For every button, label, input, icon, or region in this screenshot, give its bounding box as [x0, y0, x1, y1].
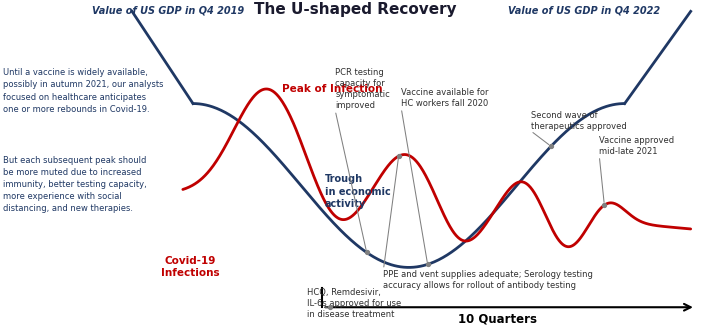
Text: Covid-19
Infections: Covid-19 Infections [161, 256, 220, 279]
Text: The U-shaped Recovery: The U-shaped Recovery [255, 2, 456, 17]
Text: Value of US GDP in Q4 2022: Value of US GDP in Q4 2022 [508, 6, 661, 16]
Text: Until a vaccine is widely available,
possibly in autumn 2021, our analysts
focus: Until a vaccine is widely available, pos… [3, 68, 163, 114]
Text: PCR testing
capacity for
symptomatic
improved: PCR testing capacity for symptomatic imp… [335, 68, 390, 110]
Text: But each subsequent peak should
be more muted due to increased
immunity, better : But each subsequent peak should be more … [3, 156, 146, 214]
Text: 10 Quarters: 10 Quarters [458, 313, 538, 326]
Text: Trough
in economic
activity: Trough in economic activity [325, 174, 391, 209]
Text: Vaccine available for
HC workers fall 2020: Vaccine available for HC workers fall 20… [401, 88, 488, 108]
Text: PPE and vent supplies adequate; Serology testing
accuracy allows for rollout of : PPE and vent supplies adequate; Serology… [383, 270, 593, 290]
Text: Vaccine approved
mid-late 2021: Vaccine approved mid-late 2021 [599, 136, 675, 156]
Text: Second wave of
therapeutics approved: Second wave of therapeutics approved [530, 111, 626, 131]
Text: Value of US GDP in Q4 2019: Value of US GDP in Q4 2019 [92, 6, 244, 16]
Text: HCQ, Remdesivir,
IL-6s approved for use
in disease treatment: HCQ, Remdesivir, IL-6s approved for use … [307, 288, 402, 319]
Text: Peak of Infection: Peak of Infection [282, 84, 383, 94]
